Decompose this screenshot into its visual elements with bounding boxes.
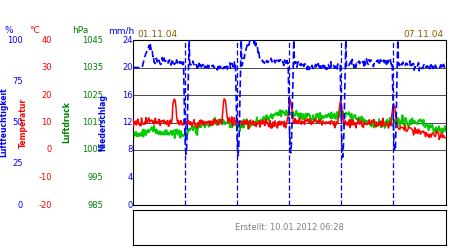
Text: Luftfeuchtigkeit: Luftfeuchtigkeit xyxy=(0,88,8,158)
Text: 8: 8 xyxy=(127,146,133,154)
Text: 75: 75 xyxy=(12,77,22,86)
Text: -10: -10 xyxy=(38,173,52,182)
Text: 20: 20 xyxy=(41,90,52,100)
Text: 985: 985 xyxy=(88,200,104,209)
Text: 1045: 1045 xyxy=(82,36,104,44)
Text: 20: 20 xyxy=(122,63,133,72)
Text: 100: 100 xyxy=(7,36,22,44)
Text: 30: 30 xyxy=(41,63,52,72)
Text: 12: 12 xyxy=(122,118,133,127)
Text: 1035: 1035 xyxy=(82,63,104,72)
Text: 1005: 1005 xyxy=(82,146,104,154)
Text: 50: 50 xyxy=(12,118,22,127)
Text: -20: -20 xyxy=(38,200,52,209)
Text: %: % xyxy=(4,26,13,35)
Text: Temperatur: Temperatur xyxy=(19,98,28,148)
Text: Niederschlag: Niederschlag xyxy=(98,94,107,151)
Text: 07.11.04: 07.11.04 xyxy=(403,30,443,39)
Text: 995: 995 xyxy=(88,173,104,182)
Text: 4: 4 xyxy=(127,173,133,182)
Text: 01.11.04: 01.11.04 xyxy=(137,30,177,39)
Text: °C: °C xyxy=(29,26,40,35)
Text: 25: 25 xyxy=(12,159,22,168)
Text: mm/h: mm/h xyxy=(108,26,134,35)
Text: 0: 0 xyxy=(127,200,133,209)
Text: 24: 24 xyxy=(122,36,133,44)
Text: 10: 10 xyxy=(41,118,52,127)
Text: 16: 16 xyxy=(122,90,133,100)
Text: 1025: 1025 xyxy=(82,90,104,100)
Text: 1015: 1015 xyxy=(82,118,104,127)
Text: hPa: hPa xyxy=(72,26,88,35)
Text: 0: 0 xyxy=(46,146,52,154)
Text: Erstellt: 10.01.2012 06:28: Erstellt: 10.01.2012 06:28 xyxy=(235,223,343,232)
Text: 0: 0 xyxy=(17,200,22,209)
Text: 40: 40 xyxy=(41,36,52,44)
Text: Luftdruck: Luftdruck xyxy=(62,102,71,143)
